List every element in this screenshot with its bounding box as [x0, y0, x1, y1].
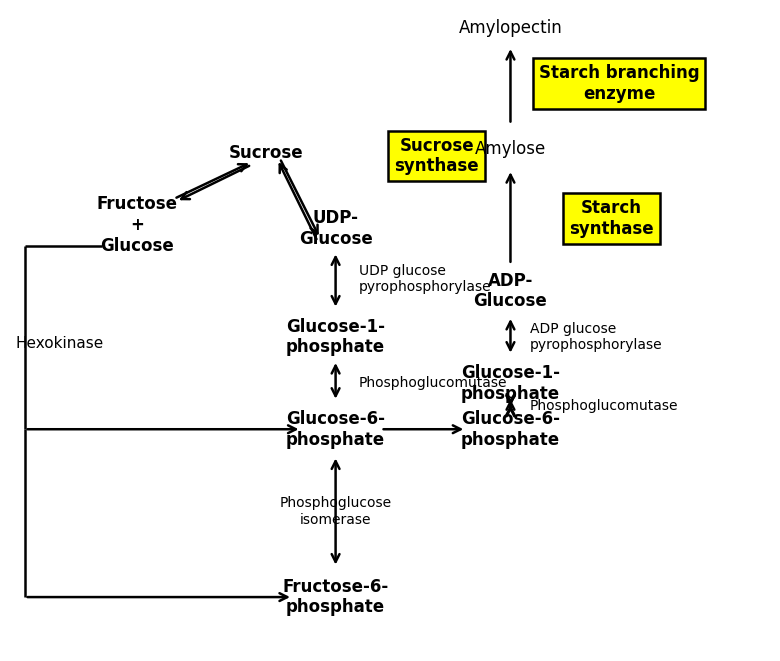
- Text: Starch
synthase: Starch synthase: [569, 199, 654, 238]
- Text: ADP-
Glucose: ADP- Glucose: [473, 272, 548, 311]
- Text: Glucose-6-
phosphate: Glucose-6- phosphate: [461, 410, 560, 449]
- Text: Phosphoglucomutase: Phosphoglucomutase: [359, 376, 508, 390]
- Text: Sucrose
synthase: Sucrose synthase: [395, 137, 479, 175]
- Text: UDP-
Glucose: UDP- Glucose: [299, 209, 373, 248]
- Text: Glucose-6-
phosphate: Glucose-6- phosphate: [286, 410, 385, 449]
- Text: Amylopectin: Amylopectin: [459, 19, 562, 37]
- Text: ADP glucose
pyrophosphorylase: ADP glucose pyrophosphorylase: [530, 322, 662, 352]
- Text: Amylose: Amylose: [475, 141, 546, 159]
- Text: Fructose-6-
phosphate: Fructose-6- phosphate: [282, 578, 388, 617]
- Text: Fructose
+
Glucose: Fructose + Glucose: [97, 196, 178, 255]
- Text: Glucose-1-
phosphate: Glucose-1- phosphate: [286, 318, 385, 356]
- Text: Phosphoglucomutase: Phosphoglucomutase: [530, 399, 679, 413]
- Text: Glucose-1-
phosphate: Glucose-1- phosphate: [461, 364, 560, 403]
- Text: Phosphoglucose
isomerase: Phosphoglucose isomerase: [279, 496, 392, 527]
- Text: UDP glucose
pyrophosphorylase: UDP glucose pyrophosphorylase: [359, 264, 491, 294]
- Text: Starch branching
enzyme: Starch branching enzyme: [539, 64, 700, 103]
- Text: Hexokinase: Hexokinase: [16, 336, 104, 351]
- Text: Sucrose: Sucrose: [229, 144, 303, 162]
